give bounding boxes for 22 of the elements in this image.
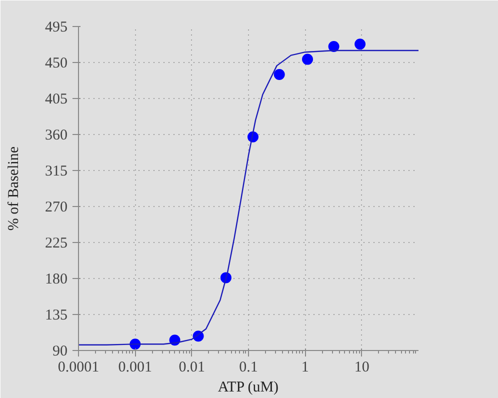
x-tick-label: 1 [301, 360, 309, 376]
x-tick-label: 0.01 [178, 360, 205, 376]
y-tick-label: 495 [45, 20, 68, 36]
y-tick-label: 270 [45, 200, 68, 216]
x-axis-title: ATP (uM) [218, 380, 279, 396]
y-tick-label: 180 [45, 272, 68, 288]
y-tick-label: 225 [45, 236, 68, 252]
x-tick-label: 0.0001 [58, 360, 100, 376]
point [354, 38, 366, 50]
point [274, 69, 285, 80]
point [302, 54, 314, 65]
y-tick-label: 90 [52, 344, 68, 360]
y-tick-label: 315 [45, 164, 68, 180]
x-tick-label: 10 [354, 360, 370, 376]
y-tick-label: 135 [45, 308, 68, 324]
y-tick-label: 405 [45, 92, 68, 108]
y-tick-label: 450 [45, 56, 68, 72]
point [328, 41, 340, 52]
x-tick-label: 0.1 [239, 360, 258, 376]
x-tick-label: 0.001 [118, 360, 152, 376]
y-tick-label: 360 [45, 128, 68, 144]
y-axis-title: % of Baseline [6, 146, 22, 231]
